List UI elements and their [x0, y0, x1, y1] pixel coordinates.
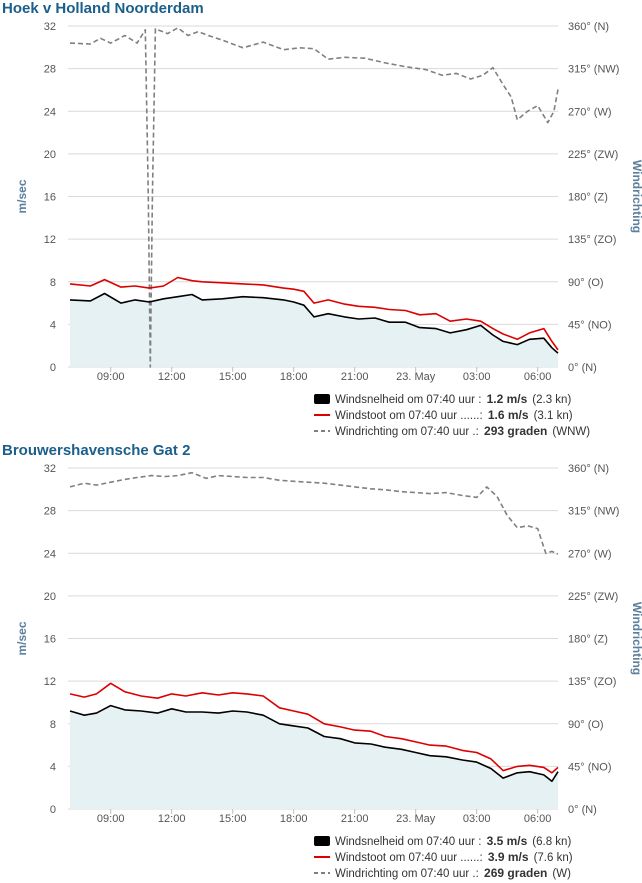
y2-tick-label: 180° (Z) [568, 634, 608, 646]
legend-extra: (6.8 kn) [532, 836, 571, 848]
legend-row: Windrichting om 07:40 uur .: 269 graden (… [335, 866, 571, 880]
x-tick-label: 21:00 [341, 371, 369, 383]
y-tick-label: 28 [44, 64, 56, 76]
y2-tick-label: 0° (N) [568, 362, 597, 374]
y-tick-label: 24 [44, 548, 56, 560]
legend-extra: (W) [552, 868, 571, 880]
y-axis-title: m/sec [15, 179, 29, 213]
legend-label: Windrichting om 07:40 uur .: [335, 426, 482, 438]
y-tick-label: 20 [44, 149, 56, 161]
windstoot-line [69, 682, 559, 774]
y2-tick-label: 360° (N) [568, 463, 609, 475]
y-tick-label: 16 [44, 634, 56, 646]
legend-extra: (WNW) [552, 426, 590, 438]
x-tick-label: 03:00 [463, 371, 491, 383]
x-tick-label: 18:00 [280, 371, 308, 383]
y2-tick-label: 225° (ZW) [568, 149, 618, 161]
chart-title: Hoek v Holland Noorderdam [2, 0, 204, 17]
x-tick-label: 23. May [396, 813, 436, 825]
x-tick-label: 06:00 [524, 371, 552, 383]
y2-tick-label: 315° (NW) [568, 506, 619, 518]
x-tick-label: 03:00 [463, 813, 491, 825]
x-tick-label: 06:00 [524, 813, 552, 825]
windrichting-line [69, 27, 559, 368]
windsnelheid-area [70, 705, 558, 809]
y-tick-label: 20 [44, 591, 56, 603]
y-tick-label: 8 [50, 719, 56, 731]
legend-label: Windsnelheid om 07:40 uur : [335, 836, 485, 848]
y2-axis-title: Windrichting [630, 160, 642, 233]
y-tick-label: 4 [50, 319, 56, 331]
x-tick-label: 15:00 [219, 813, 247, 825]
legend-value: 269 graden [484, 866, 547, 880]
x-tick-label: 15:00 [219, 371, 247, 383]
x-tick-label: 23. May [396, 371, 436, 383]
y2-tick-label: 180° (Z) [568, 192, 608, 204]
y2-tick-label: 0° (N) [568, 804, 597, 816]
y2-tick-label: 90° (O) [568, 719, 604, 731]
y2-tick-label: 315° (NW) [568, 64, 619, 76]
y2-tick-label: 90° (O) [568, 277, 604, 289]
y-tick-label: 8 [50, 277, 56, 289]
wind-chart-hoek: 0 4 8 12 16 20 24 28 32 0° (N) 45° (NO) 90° (O) 135°… [15, 21, 642, 438]
windrichting-line [69, 471, 559, 555]
legend-row: Windrichting om 07:40 uur .: 293 graden (… [335, 424, 590, 438]
y-tick-label: 4 [50, 761, 56, 773]
chart-title: Brouwershavensche Gat 2 [2, 442, 191, 459]
legend-symbol-windsnelheid [314, 836, 330, 846]
y2-tick-label: 270° (W) [568, 106, 612, 118]
legend-row: Windsnelheid om 07:40 uur : 1.2 m/s (2.3 … [335, 392, 571, 406]
y2-tick-label: 135° (ZO) [568, 234, 616, 246]
y-axis-title: m/sec [15, 621, 29, 655]
wind-chart-brouwershavensche: 0 4 8 12 16 20 24 28 32 0° (N) 45° (NO) 90° (O) 135°… [15, 463, 642, 880]
windstoot-line [69, 276, 559, 351]
legend-value: 1.6 m/s [488, 408, 529, 422]
y-tick-label: 28 [44, 506, 56, 518]
y2-tick-label: 360° (N) [568, 21, 609, 33]
legend-label: Windstoot om 07:40 uur ......: [335, 410, 486, 422]
legend-value: 293 graden [484, 424, 547, 438]
y-tick-label: 0 [50, 804, 56, 816]
y2-tick-label: 270° (W) [568, 548, 612, 560]
legend-symbol-windsnelheid [314, 394, 330, 404]
y-tick-label: 16 [44, 192, 56, 204]
legend-value: 3.9 m/s [488, 850, 529, 864]
x-tick-label: 09:00 [97, 371, 125, 383]
x-tick-label: 12:00 [158, 371, 186, 383]
y2-tick-label: 45° (NO) [568, 761, 612, 773]
windsnelheid-line [69, 292, 559, 354]
windsnelheid-area [70, 293, 558, 367]
legend-extra: (7.6 kn) [534, 852, 573, 864]
y-tick-label: 24 [44, 106, 56, 118]
legend-row: Windstoot om 07:40 uur ......: 1.6 m/s (3… [335, 408, 573, 422]
x-tick-label: 18:00 [280, 813, 308, 825]
y-tick-label: 12 [44, 676, 56, 688]
windsnelheid-line [69, 704, 559, 783]
legend-label: Windstoot om 07:40 uur ......: [335, 852, 486, 864]
legend-value: 3.5 m/s [487, 834, 528, 848]
y-tick-label: 0 [50, 362, 56, 374]
legend-extra: (2.3 kn) [532, 394, 571, 406]
legend-row: Windsnelheid om 07:40 uur : 3.5 m/s (6.8 … [335, 834, 571, 848]
y2-tick-label: 135° (ZO) [568, 676, 616, 688]
y-tick-label: 32 [44, 463, 56, 475]
y2-tick-label: 45° (NO) [568, 319, 612, 331]
y-tick-label: 12 [44, 234, 56, 246]
y2-axis-title: Windrichting [630, 602, 642, 675]
legend-label: Windsnelheid om 07:40 uur : [335, 394, 485, 406]
y-tick-label: 32 [44, 21, 56, 33]
legend-label: Windrichting om 07:40 uur .: [335, 868, 482, 880]
legend-extra: (3.1 kn) [534, 410, 573, 422]
legend-value: 1.2 m/s [487, 392, 528, 406]
chart-panel-hoek: Hoek v Holland Noorderdam 0 4 8 12 16 20 24 28 3… [0, 0, 642, 441]
legend-row: Windstoot om 07:40 uur ......: 3.9 m/s (7… [335, 850, 573, 864]
x-tick-label: 09:00 [97, 813, 125, 825]
x-tick-label: 12:00 [158, 813, 186, 825]
chart-panel-brouwershavensche: Brouwershavensche Gat 2 0 4 8 12 16 20 24 28 32 0… [0, 442, 642, 883]
x-tick-label: 21:00 [341, 813, 369, 825]
y2-tick-label: 225° (ZW) [568, 591, 618, 603]
